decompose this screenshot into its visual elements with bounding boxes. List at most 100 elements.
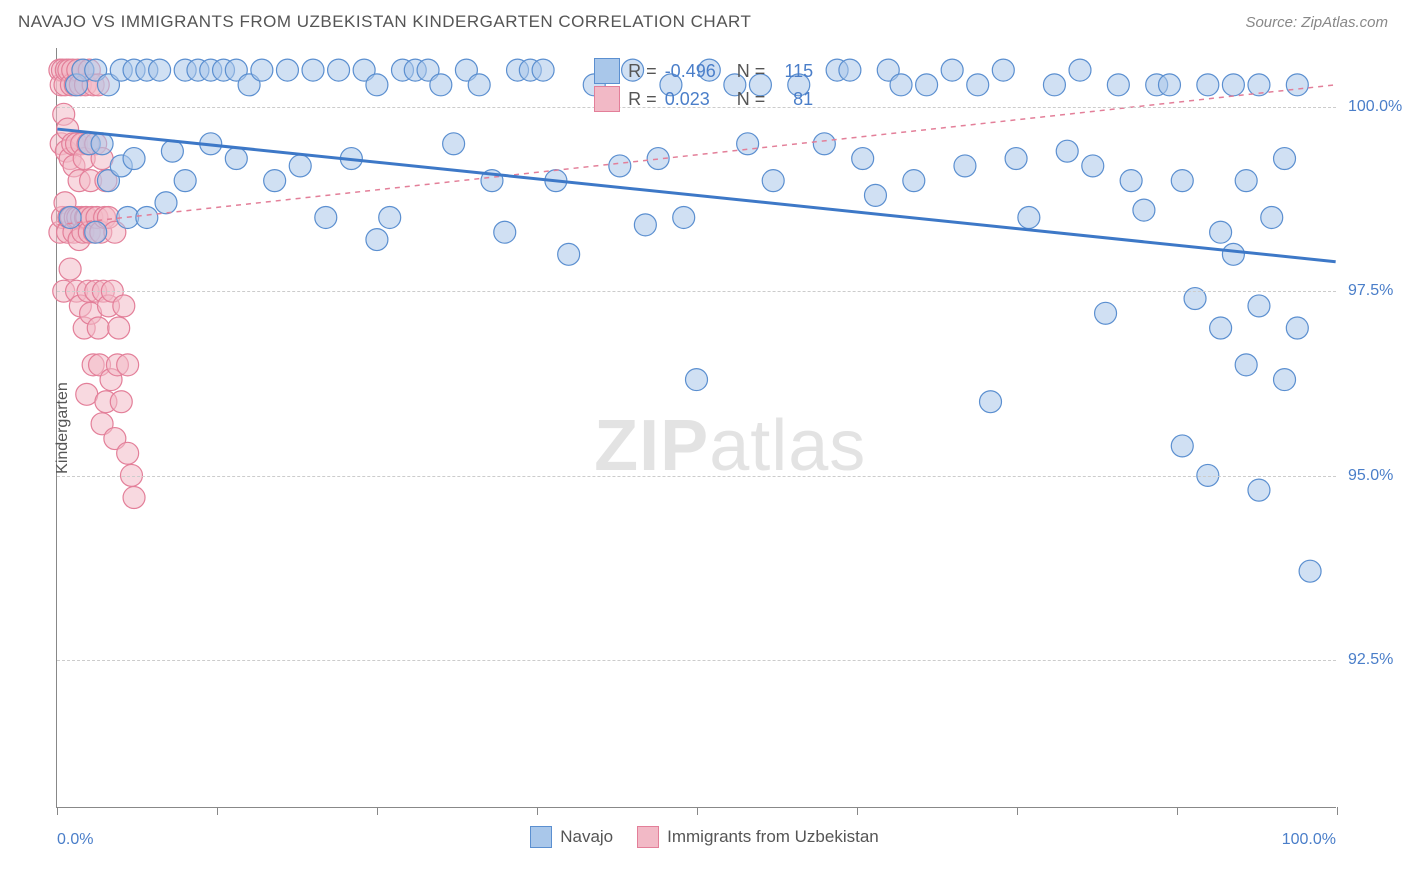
- data-point: [1056, 140, 1078, 162]
- plot-svg: [57, 48, 1336, 807]
- x-tick: [1017, 807, 1018, 815]
- data-point: [558, 243, 580, 265]
- data-point: [59, 206, 81, 228]
- data-point: [1133, 199, 1155, 221]
- data-point: [108, 317, 130, 339]
- data-point: [1274, 148, 1296, 170]
- gridline: [57, 476, 1336, 477]
- data-point: [366, 74, 388, 96]
- n-value: 115: [773, 61, 813, 82]
- x-tick: [857, 807, 858, 815]
- data-point: [264, 170, 286, 192]
- data-point: [1095, 302, 1117, 324]
- data-point: [941, 59, 963, 81]
- data-point: [59, 258, 81, 280]
- x-tick: [537, 807, 538, 815]
- n-value: 81: [773, 89, 813, 110]
- data-point: [1222, 74, 1244, 96]
- data-point: [225, 148, 247, 170]
- data-point: [890, 74, 912, 96]
- y-tick-label: 100.0%: [1348, 98, 1402, 116]
- data-point: [161, 140, 183, 162]
- gridline: [57, 291, 1336, 292]
- data-point: [113, 295, 135, 317]
- legend-item: Navajo: [530, 826, 613, 848]
- data-point: [1171, 435, 1193, 457]
- series-swatch: [594, 58, 620, 84]
- data-point: [1082, 155, 1104, 177]
- r-label: R =: [628, 61, 657, 82]
- legend-item: Immigrants from Uzbekistan: [637, 826, 879, 848]
- legend: Navajo Immigrants from Uzbekistan: [530, 826, 879, 848]
- n-label: N =: [737, 61, 766, 82]
- data-point: [85, 221, 107, 243]
- legend-swatch: [637, 826, 659, 848]
- data-point: [110, 391, 132, 413]
- data-point: [1261, 206, 1283, 228]
- y-tick-label: 92.5%: [1348, 651, 1393, 669]
- series-swatch: [594, 86, 620, 112]
- data-point: [251, 59, 273, 81]
- stats-box: R = -0.496N = 115R = 0.023N = 81: [594, 58, 813, 114]
- gridline: [57, 660, 1336, 661]
- stats-row: R = -0.496N = 115: [594, 58, 813, 84]
- legend-swatch: [530, 826, 552, 848]
- x-label-max: 100.0%: [1282, 831, 1336, 849]
- data-point: [1120, 170, 1142, 192]
- data-point: [174, 170, 196, 192]
- data-point: [430, 74, 452, 96]
- data-point: [634, 214, 656, 236]
- data-point: [1248, 295, 1270, 317]
- x-tick: [377, 807, 378, 815]
- data-point: [91, 133, 113, 155]
- data-point: [1107, 74, 1129, 96]
- trend-line: [57, 129, 1335, 262]
- r-value: 0.023: [665, 89, 729, 110]
- data-point: [762, 170, 784, 192]
- data-point: [1158, 74, 1180, 96]
- data-point: [1299, 560, 1321, 582]
- data-point: [117, 354, 139, 376]
- x-tick: [217, 807, 218, 815]
- data-point: [289, 155, 311, 177]
- source-attribution: Source: ZipAtlas.com: [1245, 14, 1388, 31]
- data-point: [117, 442, 139, 464]
- data-point: [123, 148, 145, 170]
- data-point: [864, 184, 886, 206]
- x-label-min: 0.0%: [57, 831, 93, 849]
- data-point: [276, 59, 298, 81]
- scatter-chart: Kindergarten 92.5%95.0%97.5%100.0%0.0%10…: [56, 48, 1336, 808]
- data-point: [1197, 74, 1219, 96]
- x-tick: [57, 807, 58, 815]
- data-point: [967, 74, 989, 96]
- data-point: [149, 59, 171, 81]
- r-label: R =: [628, 89, 657, 110]
- legend-label: Navajo: [560, 827, 613, 847]
- data-point: [1210, 317, 1232, 339]
- data-point: [123, 487, 145, 509]
- data-point: [1274, 369, 1296, 391]
- y-tick-label: 97.5%: [1348, 282, 1393, 300]
- x-tick: [1337, 807, 1338, 815]
- chart-title: NAVAJO VS IMMIGRANTS FROM UZBEKISTAN KIN…: [18, 12, 751, 32]
- data-point: [1248, 479, 1270, 501]
- data-point: [468, 74, 490, 96]
- data-point: [155, 192, 177, 214]
- data-point: [609, 155, 631, 177]
- data-point: [366, 229, 388, 251]
- stats-row: R = 0.023N = 81: [594, 86, 813, 112]
- data-point: [839, 59, 861, 81]
- data-point: [992, 59, 1014, 81]
- data-point: [1043, 74, 1065, 96]
- x-tick: [697, 807, 698, 815]
- data-point: [87, 317, 109, 339]
- data-point: [1069, 59, 1091, 81]
- data-point: [852, 148, 874, 170]
- data-point: [737, 133, 759, 155]
- y-tick-label: 95.0%: [1348, 467, 1393, 485]
- data-point: [1222, 243, 1244, 265]
- data-point: [1171, 170, 1193, 192]
- data-point: [673, 206, 695, 228]
- data-point: [813, 133, 835, 155]
- x-tick: [1177, 807, 1178, 815]
